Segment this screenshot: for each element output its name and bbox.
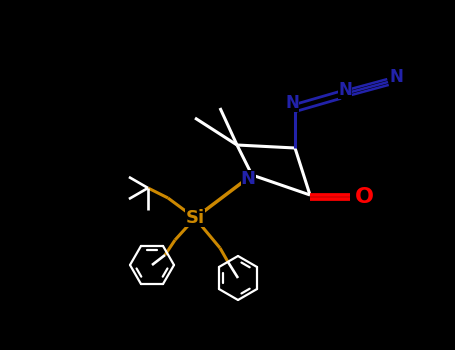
Text: O: O <box>354 187 374 207</box>
Text: N: N <box>338 81 352 99</box>
Text: N: N <box>389 68 403 86</box>
Text: Si: Si <box>186 209 205 227</box>
Text: N: N <box>285 94 299 112</box>
Text: N: N <box>241 170 256 188</box>
